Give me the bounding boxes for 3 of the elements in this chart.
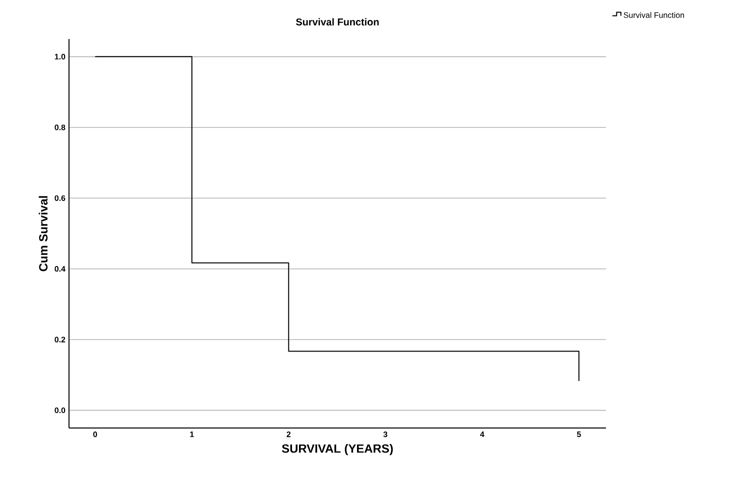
chart-title: Survival Function [296, 18, 379, 26]
y-axis-title: Cum Survival [38, 196, 48, 272]
x-axis-title: SURVIVAL (YEARS) [282, 444, 393, 456]
